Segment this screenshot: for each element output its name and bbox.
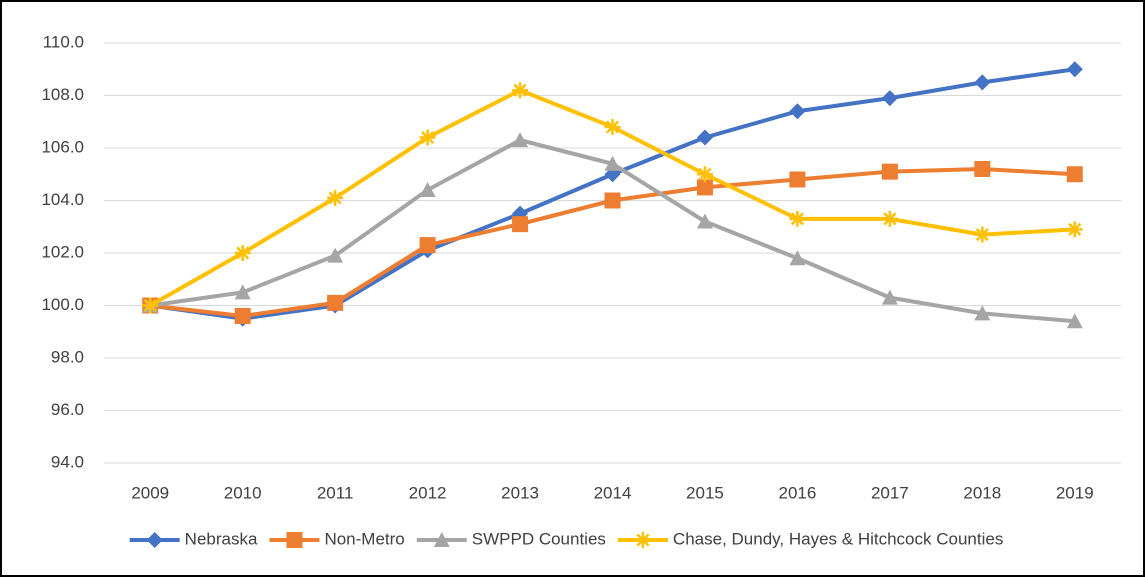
data-point bbox=[881, 210, 898, 227]
x-tick-label: 2009 bbox=[131, 483, 169, 502]
data-point bbox=[789, 210, 806, 227]
y-tick-label: 108.0 bbox=[41, 85, 84, 104]
legend: Nebraska Non-Metro SWPPD Counties Chase, Du… bbox=[129, 529, 1003, 548]
data-point bbox=[789, 250, 806, 266]
data-point bbox=[327, 189, 344, 206]
legend-marker bbox=[146, 532, 163, 548]
y-tick-label: 94.0 bbox=[51, 452, 84, 471]
data-point bbox=[512, 132, 529, 148]
x-tick-label: 2014 bbox=[594, 483, 632, 502]
data-point bbox=[234, 245, 251, 261]
data-point bbox=[512, 82, 529, 99]
x-tick-label: 2019 bbox=[1056, 483, 1094, 502]
y-tick-label: 104.0 bbox=[41, 190, 84, 209]
data-point bbox=[604, 119, 621, 135]
data-point bbox=[789, 103, 806, 120]
x-tick-label: 2018 bbox=[963, 483, 1001, 502]
data-point bbox=[1066, 61, 1083, 78]
y-tick-label: 106.0 bbox=[41, 137, 84, 156]
legend-label: Nebraska bbox=[185, 529, 258, 548]
legend-label: SWPPD Counties bbox=[472, 529, 606, 548]
data-point bbox=[1066, 166, 1083, 183]
data-point bbox=[1066, 221, 1083, 238]
y-tick-label: 102.0 bbox=[41, 242, 84, 261]
x-tick-label: 2015 bbox=[686, 483, 724, 502]
legend-marker bbox=[634, 532, 651, 548]
y-tick-label: 96.0 bbox=[51, 400, 84, 419]
x-tick-label: 2013 bbox=[501, 483, 539, 502]
data-point bbox=[974, 226, 991, 243]
data-point bbox=[604, 192, 621, 209]
data-point bbox=[974, 74, 991, 91]
y-tick-label: 110.0 bbox=[43, 32, 84, 51]
data-point bbox=[234, 284, 251, 300]
data-point bbox=[327, 294, 344, 311]
data-point bbox=[974, 161, 991, 177]
x-tick-label: 2010 bbox=[224, 483, 262, 502]
x-tick-label: 2011 bbox=[317, 483, 354, 502]
legend-marker bbox=[433, 532, 450, 547]
data-point bbox=[696, 129, 713, 146]
data-point bbox=[327, 247, 344, 263]
data-point bbox=[419, 237, 436, 254]
data-point bbox=[512, 216, 529, 233]
legend-label: Chase, Dundy, Hayes & Hitchcock Counties bbox=[673, 529, 1003, 548]
data-point bbox=[419, 129, 436, 146]
data-point bbox=[419, 182, 436, 197]
data-point bbox=[696, 179, 713, 196]
data-point bbox=[604, 155, 621, 171]
legend-label: Non-Metro bbox=[324, 529, 404, 548]
data-point bbox=[696, 213, 713, 229]
data-point bbox=[1066, 313, 1083, 329]
data-point bbox=[789, 171, 806, 188]
x-tick-label: 2017 bbox=[871, 483, 909, 502]
data-point bbox=[881, 90, 898, 107]
x-tick-label: 2012 bbox=[409, 483, 447, 502]
data-point bbox=[881, 163, 898, 180]
data-point bbox=[234, 308, 251, 324]
data-point bbox=[974, 305, 991, 321]
x-tick-label: 2016 bbox=[778, 483, 816, 502]
y-tick-label: 98.0 bbox=[51, 347, 84, 366]
legend-marker bbox=[286, 532, 303, 548]
y-tick-label: 100.0 bbox=[41, 295, 84, 314]
data-point bbox=[142, 297, 159, 314]
data-point bbox=[881, 289, 898, 305]
data-point bbox=[696, 166, 713, 183]
